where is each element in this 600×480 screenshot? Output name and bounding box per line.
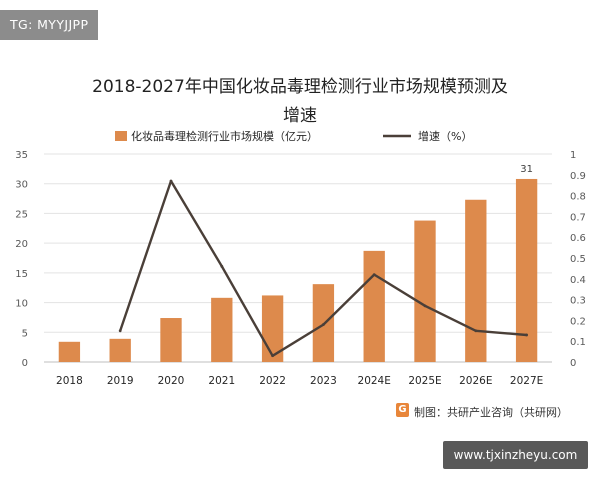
left-axis-tick-label: 25 <box>15 209 28 220</box>
x-axis-tick-label: 2023 <box>310 375 337 387</box>
growth-point <box>220 264 224 268</box>
growth-point <box>271 354 274 358</box>
x-axis-tick-label: 2025E <box>408 375 441 387</box>
legend-line-label: 增速（%） <box>418 129 472 143</box>
right-axis-tick-label: 0 <box>570 358 576 369</box>
right-axis-tick-label: 0.4 <box>570 275 586 286</box>
right-axis-tick-label: 0.7 <box>570 212 586 223</box>
growth-point <box>372 273 376 277</box>
watermark-tag: TG: MYYJJPP <box>0 10 99 40</box>
chart-title: 2018-2027年中国化妆品毒理检测行业市场规模预测及 <box>92 77 508 97</box>
x-axis-tick-label: 2019 <box>107 375 134 387</box>
right-axis-tick-label: 0.9 <box>570 171 586 182</box>
left-axis-tick-label: 5 <box>22 328 28 339</box>
left-axis-tick-label: 0 <box>22 358 28 369</box>
chart-title-line2: 增速 <box>283 106 317 126</box>
bar <box>515 178 538 362</box>
right-axis-tick-label: 0.1 <box>570 337 586 348</box>
x-axis-tick-label: 2026E <box>459 375 492 387</box>
legend-bar-swatch <box>115 131 127 141</box>
right-axis-tick-label: 0.6 <box>570 233 586 244</box>
right-axis-tick-label: 1 <box>570 150 576 161</box>
right-axis-tick-label: 0.3 <box>570 296 586 307</box>
left-axis-tick-label: 35 <box>15 150 28 161</box>
x-axis-tick-label: 2020 <box>158 375 185 387</box>
footer-url-badge[interactable]: www.tjxinzheyu.com <box>443 441 588 469</box>
bar <box>58 341 81 362</box>
x-axis-tick-label: 2024E <box>358 375 391 387</box>
growth-point <box>423 304 427 308</box>
legend-bar-label: 化妆品毒理检测行业市场规模（亿元） <box>131 129 318 143</box>
growth-point <box>474 329 478 333</box>
right-axis-tick-label: 0.8 <box>570 192 586 203</box>
bar <box>414 220 436 362</box>
bar <box>211 297 233 362</box>
x-axis-tick-label: 2022 <box>259 375 286 387</box>
growth-point <box>322 323 325 326</box>
right-axis-tick-label: 0.5 <box>570 254 586 265</box>
growth-point <box>169 179 173 183</box>
source-note: 制图：共研产业咨询（共研网） <box>414 406 568 419</box>
bar <box>109 338 131 362</box>
left-axis-tick-label: 10 <box>15 299 28 310</box>
x-axis-tick-label: 2021 <box>208 375 235 387</box>
left-axis-tick-label: 30 <box>15 180 28 191</box>
left-axis-tick-label: 15 <box>15 269 28 280</box>
bar <box>465 199 487 362</box>
source-logo-icon: G <box>396 403 409 417</box>
x-axis-tick-label: 2027E <box>510 375 543 387</box>
bar <box>160 318 182 362</box>
growth-point <box>118 329 122 333</box>
bar <box>363 250 385 362</box>
left-axis-tick-label: 20 <box>15 239 28 250</box>
growth-point <box>525 333 528 337</box>
x-axis-tick-label: 2018 <box>56 375 83 387</box>
data-label: 31 <box>520 164 533 175</box>
right-axis-tick-label: 0.2 <box>570 316 586 327</box>
